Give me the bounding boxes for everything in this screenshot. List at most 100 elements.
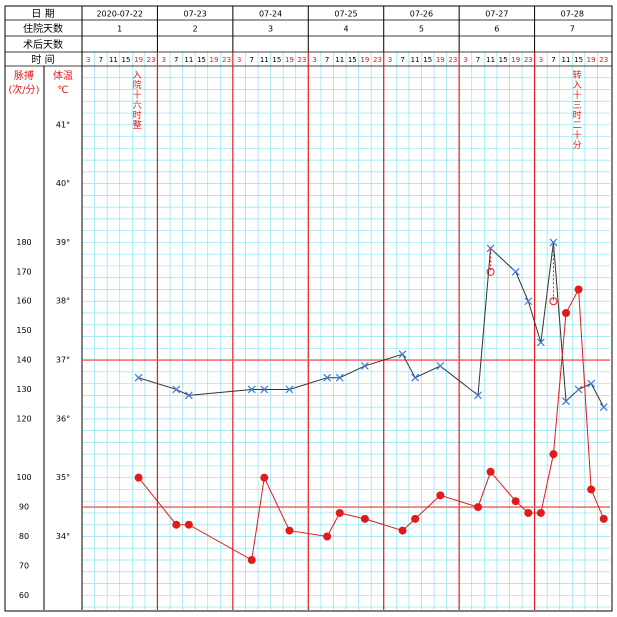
annotation: 转入十三时二十分 xyxy=(571,69,582,150)
time-label: 3 xyxy=(237,56,241,64)
cooling-marker xyxy=(486,267,495,276)
temp-marker xyxy=(184,391,193,400)
row-label: 术后天数 xyxy=(23,38,63,51)
hospital-day: 5 xyxy=(419,25,424,34)
pulse-marker xyxy=(360,514,369,523)
temp-marker xyxy=(323,373,332,382)
time-label: 23 xyxy=(448,56,457,64)
pulse-marker xyxy=(184,520,193,529)
time-label: 11 xyxy=(260,56,269,64)
temp-marker xyxy=(260,385,269,394)
time-label: 15 xyxy=(122,56,131,64)
y-tick-label: 40° xyxy=(56,179,70,188)
time-label: 7 xyxy=(400,56,404,64)
time-label: 15 xyxy=(499,56,508,64)
y-tick-label: 34° xyxy=(56,532,70,541)
temp-marker xyxy=(436,362,445,370)
pulse-marker xyxy=(323,532,332,541)
time-label: 15 xyxy=(423,56,432,64)
pulse-marker xyxy=(511,497,520,506)
time-label: 3 xyxy=(463,56,467,64)
pulse-marker xyxy=(134,473,143,482)
time-label: 11 xyxy=(109,56,118,64)
y-tick-label: 38° xyxy=(56,297,70,306)
time-label: 3 xyxy=(388,56,392,64)
temp-marker xyxy=(549,238,558,247)
pulse-marker xyxy=(247,556,256,565)
row-label: 住院天数 xyxy=(23,22,63,35)
date-label: 07-24 xyxy=(259,10,282,19)
time-label: 15 xyxy=(272,56,281,64)
temp-marker xyxy=(562,397,570,406)
y2-tick-label: 170 xyxy=(16,267,31,276)
pulse-marker xyxy=(285,526,294,535)
hospital-day: 4 xyxy=(343,25,348,34)
time-label: 7 xyxy=(249,56,253,64)
pulse-marker xyxy=(486,467,495,476)
time-label: 15 xyxy=(197,56,206,64)
time-label: 19 xyxy=(285,56,294,64)
time-label: 7 xyxy=(476,56,480,64)
time-label: 19 xyxy=(210,56,219,64)
row-label: 日 期 xyxy=(31,8,54,20)
temp-marker xyxy=(335,373,344,382)
temp-marker xyxy=(172,385,181,394)
pulse-marker xyxy=(260,473,269,482)
y-tick-label: 37° xyxy=(56,356,70,365)
pulse-marker xyxy=(172,520,181,529)
annotation: 入院十六时整 xyxy=(131,70,142,130)
pulse-marker xyxy=(335,508,344,517)
pulse-marker xyxy=(549,450,558,459)
temp-marker xyxy=(398,350,407,359)
y-tick-label: 39° xyxy=(56,238,70,247)
pulse-marker xyxy=(562,309,570,318)
y2-tick-label: 150 xyxy=(16,326,31,335)
time-label: 11 xyxy=(486,56,495,64)
temp-marker xyxy=(599,403,608,412)
pulse-marker xyxy=(524,508,533,517)
date-label: 07-26 xyxy=(410,10,433,19)
pulse-marker xyxy=(599,514,608,523)
temp-marker xyxy=(134,373,143,382)
y-label: 体温 xyxy=(53,70,73,82)
series-line xyxy=(138,287,605,561)
pulse-marker xyxy=(398,526,407,535)
y2-label: 脉搏 xyxy=(14,69,34,82)
y-tick-label: 41° xyxy=(56,120,70,129)
time-label: 11 xyxy=(335,56,344,64)
time-label: 23 xyxy=(373,56,382,64)
pulse-marker xyxy=(536,508,545,517)
time-label: 7 xyxy=(99,56,103,64)
y2-tick-label: 140 xyxy=(16,356,31,365)
temp-marker xyxy=(411,373,420,382)
time-label: 15 xyxy=(574,56,583,64)
y2-tick-label: 120 xyxy=(16,414,31,423)
y2-tick-label: 60 xyxy=(19,591,29,600)
pulse-marker xyxy=(574,285,583,294)
temp-marker xyxy=(474,391,482,400)
time-label: 3 xyxy=(539,56,543,64)
hospital-day: 2 xyxy=(193,25,198,34)
temp-marker xyxy=(511,267,520,276)
temp-marker xyxy=(247,385,256,394)
y2-tick-label: 100 xyxy=(16,473,31,482)
series-line xyxy=(138,242,605,408)
pulse-marker xyxy=(587,485,596,494)
time-label: 11 xyxy=(411,56,420,64)
y2-tick-label: 130 xyxy=(16,385,31,394)
temp-marker xyxy=(285,385,294,394)
time-label: 23 xyxy=(298,56,307,64)
hospital-day: 7 xyxy=(570,25,575,34)
pulse-marker xyxy=(436,491,445,500)
y-tick-label: 36° xyxy=(56,414,70,423)
date-label: 07-23 xyxy=(184,10,207,19)
temp-marker xyxy=(536,338,545,347)
y2-tick-label: 80 xyxy=(19,532,29,541)
hospital-day: 1 xyxy=(117,25,122,34)
time-label: 15 xyxy=(348,56,357,64)
time-label: 19 xyxy=(587,56,596,64)
time-label: 19 xyxy=(511,56,520,64)
cooling-marker xyxy=(549,297,558,306)
time-label: 19 xyxy=(436,56,445,64)
